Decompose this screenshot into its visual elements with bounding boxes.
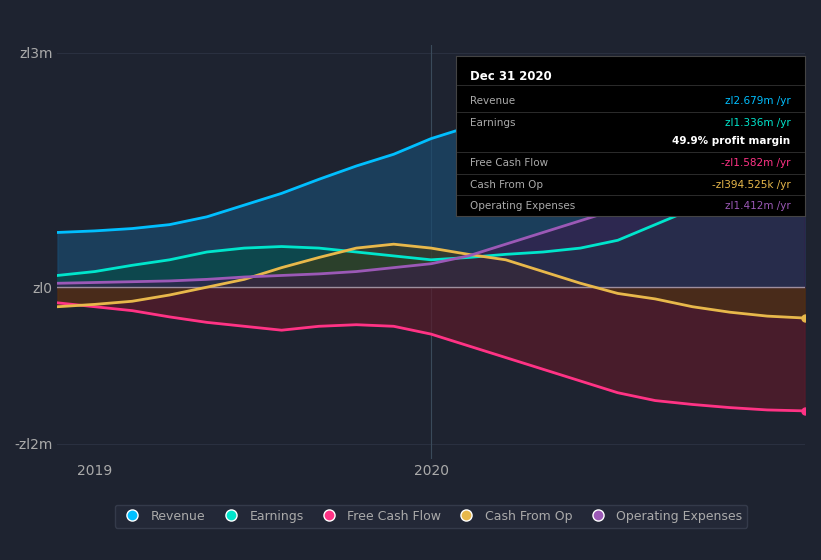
Text: Earnings: Earnings [470,118,515,128]
Text: -zl1.582m /yr: -zl1.582m /yr [721,158,791,168]
Text: Operating Expenses: Operating Expenses [470,201,575,211]
Text: 49.9% profit margin: 49.9% profit margin [672,136,791,146]
Text: zl1.336m /yr: zl1.336m /yr [725,118,791,128]
Text: Dec 31 2020: Dec 31 2020 [470,71,552,83]
Text: Cash From Op: Cash From Op [470,180,543,190]
Legend: Revenue, Earnings, Free Cash Flow, Cash From Op, Operating Expenses: Revenue, Earnings, Free Cash Flow, Cash … [115,505,747,528]
Text: zl2.679m /yr: zl2.679m /yr [725,96,791,106]
Text: -zl394.525k /yr: -zl394.525k /yr [712,180,791,190]
Text: Free Cash Flow: Free Cash Flow [470,158,548,168]
Text: zl1.412m /yr: zl1.412m /yr [725,201,791,211]
Text: Revenue: Revenue [470,96,515,106]
